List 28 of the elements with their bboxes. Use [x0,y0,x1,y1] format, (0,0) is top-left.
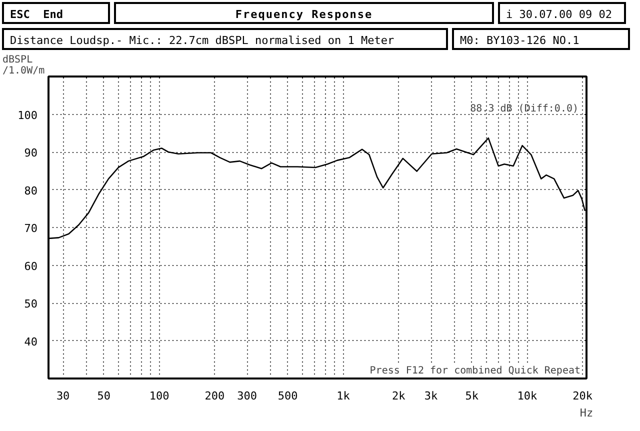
x-tick-label: 30 [56,390,70,402]
x-tick-label: 500 [278,390,298,402]
annotation: 88.3 dB (Diff:0.0) [470,104,579,114]
x-tick-label: 3k [424,390,438,402]
x-axis-title: Hz [580,406,594,420]
x-tick-label: 1k [336,390,350,402]
x-tick-label: 200 [204,390,225,402]
y-tick-label: 100 [18,108,38,122]
x-tick-label: 10k [517,390,538,402]
x-tick-label: 300 [237,390,257,402]
y-tick-label: 60 [24,260,38,273]
y-tick-label: 90 [24,146,38,160]
y-tick-label: 70 [24,222,38,235]
y-axis-title: dBSPL /1.0W/m [2,54,45,76]
x-tick-label: 100 [149,390,170,402]
y-tick-label: 40 [24,335,38,348]
y-tick-label: 50 [24,298,38,310]
text: ESC End [10,7,63,23]
x-tick-label: 50 [97,390,111,402]
chart-subtitle: Distance Loudsp.- Mic.: 22.7cm dBSPL normalised on 1 Meter [10,33,394,49]
x-tick-label: 2k [392,390,406,402]
x-tick-label: 20k [572,390,593,402]
annotation: Press F12 for combined Quick Repeat [370,366,580,376]
text: i 30.07.00 09 02 [506,7,612,23]
x-tick-label: 5k [465,390,479,402]
chart-title: Frequency Response [235,7,373,23]
y-tick-label: 80 [24,184,38,198]
text: M0: BY103-126 NO.1 [460,33,580,49]
